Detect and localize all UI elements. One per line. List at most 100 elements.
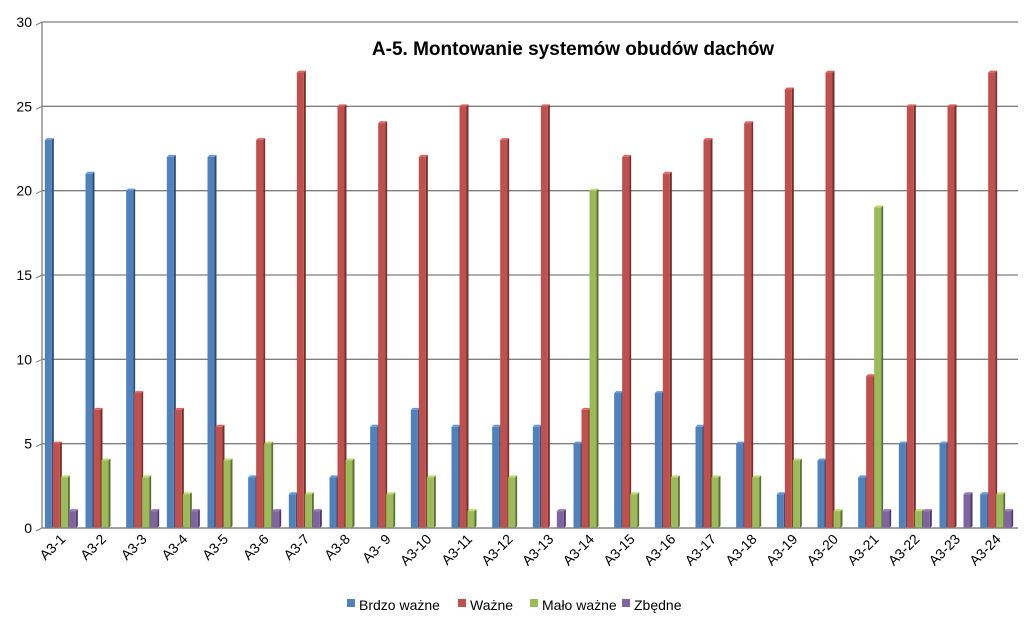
- bar-front: [174, 409, 182, 528]
- axes: [41, 22, 1018, 529]
- bar-side: [474, 509, 477, 528]
- bar-front: [272, 511, 280, 528]
- bar-mało-ważne-A3-19: [792, 458, 802, 528]
- y-tick-label: 0: [24, 520, 32, 536]
- x-tick-label: A3-21: [844, 531, 882, 569]
- bar-mało-ważne-A3-3: [142, 475, 152, 528]
- bar-mało-ważne-A3-14: [589, 188, 599, 528]
- bar-front: [166, 156, 174, 528]
- bar-front: [614, 393, 622, 528]
- bar-brdzo-ważne-A3-23: [939, 441, 949, 528]
- bar-side: [929, 509, 932, 528]
- bar-mało-ważne-A3-22: [914, 509, 924, 528]
- bar-front: [980, 494, 988, 528]
- bar-top: [418, 154, 428, 157]
- bar-top: [459, 104, 469, 107]
- bar-top: [68, 509, 78, 512]
- bar-front: [190, 511, 198, 528]
- bar-top: [792, 458, 802, 461]
- bar-side: [970, 492, 973, 528]
- bar-front: [988, 72, 996, 528]
- bar-top: [451, 424, 461, 427]
- bar-ważne-A3-17: [703, 138, 713, 529]
- bar-top: [426, 475, 436, 478]
- bar-front: [996, 494, 1004, 528]
- bar-top: [52, 441, 62, 444]
- legend-label: Mało ważne: [542, 597, 617, 613]
- bar-mało-ważne-A3-6: [264, 441, 274, 528]
- bar-ważne-A3-6: [256, 138, 266, 529]
- bar-front: [264, 443, 272, 528]
- x-tick-label: A3-22: [885, 531, 923, 569]
- bar-top: [60, 475, 70, 478]
- bar-side: [197, 509, 200, 528]
- gridline-depth: [35, 105, 43, 110]
- bar-side: [507, 138, 510, 529]
- bar-top: [784, 87, 794, 90]
- bar-brdzo-ważne-A3-5: [207, 154, 217, 528]
- bar-top: [312, 509, 322, 512]
- bar-top: [573, 441, 583, 444]
- bar-front: [662, 173, 670, 529]
- legend-swatch: [622, 599, 630, 607]
- bar-top: [288, 492, 298, 495]
- bar-front: [947, 106, 955, 528]
- bar-mało-ważne-A3-16: [670, 475, 680, 528]
- bar-mało-ważne-A3-24: [996, 492, 1006, 528]
- bar-front: [134, 393, 142, 528]
- bar-brdzo-ważne-A3-16: [654, 391, 664, 528]
- bar-ważne-A3-21: [866, 374, 876, 528]
- bar-ważne-A3-16: [662, 171, 672, 529]
- bar-brdzo-ważne-A3-10: [410, 407, 420, 528]
- bar-top: [654, 391, 664, 394]
- x-tick-label: A3-1: [36, 531, 68, 563]
- bar-brdzo-ważne-A3-24: [980, 492, 990, 528]
- bar-front: [825, 72, 833, 528]
- bar-top: [825, 70, 835, 73]
- bar-side: [263, 138, 266, 529]
- bar-front: [540, 106, 548, 528]
- bar-top: [296, 70, 306, 73]
- bar-top: [304, 492, 314, 495]
- bar-side: [718, 475, 721, 528]
- bar-side: [629, 154, 632, 528]
- x-tick-label: A3-3: [118, 531, 150, 563]
- bar-side: [303, 70, 306, 528]
- bar-top: [329, 475, 339, 478]
- bar-side: [51, 138, 54, 529]
- bar-top: [93, 407, 103, 410]
- bar-top: [833, 509, 843, 512]
- bar-ważne-A3-10: [418, 154, 428, 528]
- bar-zbędne-A3-4: [190, 509, 200, 528]
- bar-ważne-A3-7: [296, 70, 306, 528]
- bar-mało-ważne-A3-5: [223, 458, 233, 528]
- bar-front: [874, 207, 882, 529]
- bar-front: [410, 409, 418, 528]
- bar-ważne-A3-11: [459, 104, 469, 528]
- bar-side: [637, 492, 640, 528]
- bar-top: [223, 458, 233, 461]
- bar-top: [695, 424, 705, 427]
- gridlines: [35, 21, 1018, 532]
- bar-top: [386, 492, 396, 495]
- bar-top: [581, 407, 591, 410]
- bar-front: [922, 511, 930, 528]
- bar-front: [492, 426, 500, 528]
- bar-side: [466, 104, 469, 528]
- bar-top: [467, 509, 477, 512]
- bar-top: [44, 138, 54, 141]
- gridline-depth: [35, 358, 43, 363]
- bar-front: [963, 494, 971, 528]
- bar-zbędne-A3-3: [150, 509, 160, 528]
- bar-side: [515, 475, 518, 528]
- bar-front: [215, 426, 223, 528]
- bar-side: [995, 70, 998, 528]
- bar-side: [759, 475, 762, 528]
- bar-front: [451, 426, 459, 528]
- legend-swatch: [347, 599, 355, 607]
- bar-side: [547, 104, 550, 528]
- bar-front: [296, 72, 304, 528]
- bar-front: [670, 477, 678, 528]
- bar-ważne-A3-8: [337, 104, 347, 528]
